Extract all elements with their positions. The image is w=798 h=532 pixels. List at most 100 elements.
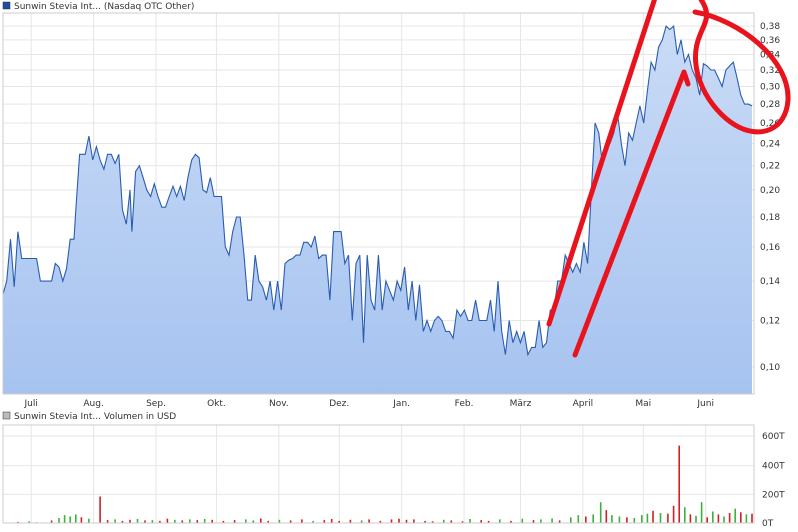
- price-y-tick-label: 0,22: [760, 162, 780, 172]
- volume-y-tick-label: 0T: [762, 519, 774, 529]
- volume-bar: [599, 502, 602, 523]
- volume-bar: [618, 516, 621, 523]
- volume-bar: [585, 516, 587, 523]
- price-area-fill: [3, 26, 752, 394]
- price-y-tick-label: 0,26: [760, 119, 780, 129]
- volume-bars: [17, 445, 753, 524]
- price-y-tick-label: 0,30: [760, 82, 780, 92]
- volume-bar: [323, 520, 326, 523]
- volume-bar: [174, 519, 176, 523]
- volume-bar: [330, 519, 333, 523]
- volume-bar: [189, 519, 191, 523]
- volume-bar: [717, 514, 720, 523]
- volume-bar: [267, 520, 269, 523]
- price-x-tick-label: März: [510, 399, 532, 409]
- volume-legend-swatch: [2, 411, 11, 420]
- price-x-tick-label: April: [573, 399, 594, 409]
- volume-bar: [106, 520, 109, 523]
- volume-bar: [398, 518, 400, 523]
- volume-bar: [368, 519, 370, 523]
- volume-bar: [570, 517, 572, 523]
- volume-bar: [114, 519, 116, 523]
- volume-bar: [626, 517, 628, 523]
- annotation-circle: [692, 0, 791, 135]
- volume-bar: [75, 514, 77, 523]
- volume-bar: [659, 513, 662, 523]
- volume-bar: [405, 519, 408, 523]
- volume-bar: [740, 512, 742, 524]
- volume-bar: [633, 518, 636, 523]
- volume-bar: [136, 519, 139, 523]
- red-annotation: [546, 0, 791, 358]
- volume-bar: [605, 510, 608, 523]
- volume-bar: [499, 519, 501, 523]
- volume-bar: [301, 519, 303, 523]
- volume-bar: [480, 520, 482, 523]
- price-x-tick-label: Aug.: [83, 399, 103, 409]
- volume-y-axis: 0T 200T 400T 600T: [762, 432, 785, 529]
- volume-bar: [450, 520, 453, 523]
- volume-y-tick-label: 200T: [762, 490, 785, 500]
- volume-bar: [558, 520, 561, 523]
- volume-bar: [551, 518, 553, 523]
- volume-bar: [745, 514, 748, 523]
- volume-bar: [695, 515, 697, 523]
- volume-bar: [751, 513, 753, 523]
- volume-bar: [129, 519, 131, 523]
- price-y-tick-label: 0,32: [760, 66, 780, 76]
- volume-bar: [532, 520, 535, 523]
- volume-bar: [245, 519, 247, 523]
- volume-bar: [712, 511, 714, 523]
- volume-bar: [734, 508, 736, 523]
- annotation-lower-trend-line: [572, 69, 691, 358]
- price-y-tick-label: 0,24: [760, 139, 780, 149]
- volume-bar: [196, 520, 199, 523]
- volume-bar: [260, 518, 262, 523]
- volume-bar: [487, 520, 490, 523]
- volume-bar: [233, 520, 236, 523]
- volume-y-tick-label: 600T: [762, 432, 785, 442]
- volume-bar: [424, 520, 426, 523]
- price-y-tick-label: 0,10: [760, 363, 780, 373]
- volume-bar: [672, 505, 675, 523]
- price-x-tick-label: Juni: [696, 399, 714, 409]
- volume-bar: [379, 520, 382, 523]
- volume-bar: [58, 518, 60, 523]
- volume-bar: [646, 513, 649, 523]
- price-y-tick-label: 0,16: [760, 243, 780, 253]
- volume-bar: [63, 515, 66, 523]
- price-x-tick-label: Nov.: [269, 399, 289, 409]
- volume-bar: [69, 516, 71, 523]
- price-x-tick-label: Juli: [24, 399, 38, 409]
- annotation-upper-trend-line: [546, 0, 657, 327]
- volume-bar: [166, 518, 169, 523]
- price-x-axis: Juli Aug. Sep. Okt. Nov. Dez. Jan. Feb. März Apri…: [24, 399, 714, 409]
- volume-bar: [469, 519, 471, 523]
- price-x-tick-label: Sep.: [146, 399, 166, 409]
- volume-bar: [50, 520, 53, 523]
- volume-y-tick-label: 400T: [762, 462, 785, 472]
- volume-bar: [700, 502, 703, 523]
- volume-bar: [289, 520, 292, 523]
- volume-bar: [689, 514, 692, 523]
- volume-bar: [577, 515, 580, 523]
- volume-bar: [222, 520, 225, 523]
- volume-bar: [413, 519, 415, 523]
- price-plot-frame: [2, 12, 755, 395]
- volume-bar: [652, 510, 654, 523]
- price-legend-swatch: [2, 1, 11, 10]
- price-y-axis: 0,10 0,12 0,14 0,16 0,18 0,20 0,22 0,24 0,26 0,28…: [760, 22, 780, 373]
- volume-bar: [312, 520, 314, 523]
- price-x-tick-label: Jan.: [392, 399, 410, 409]
- volume-bar: [349, 519, 352, 523]
- volume-grid: [3, 425, 754, 524]
- price-panel-title: Sunwin Stevia Int... (Nasdaq OTC Other): [14, 2, 194, 12]
- volume-bar: [684, 507, 686, 523]
- price-x-tick-label: Mai: [635, 399, 651, 409]
- volume-bar: [99, 496, 101, 523]
- price-x-tick-label: Dez.: [329, 399, 349, 409]
- volume-bar: [461, 521, 464, 523]
- volume-bar: [431, 521, 434, 523]
- volume-bar: [17, 521, 19, 523]
